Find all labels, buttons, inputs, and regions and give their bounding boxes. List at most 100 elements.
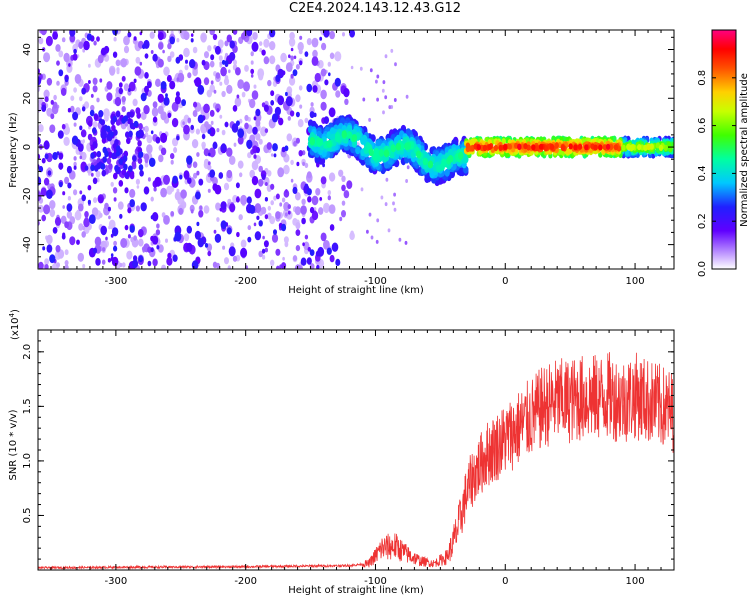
spectrogram-cell [214,45,221,55]
x-tick-label: 100 [626,576,645,587]
snr-multiplier: (x104) [8,309,21,340]
spectrogram-cell [213,229,217,234]
spectrogram-cell [311,37,319,48]
spectrogram-cell [319,197,323,201]
spectrogram-cell [355,146,361,155]
spectrogram-cell [309,249,315,256]
spectrogram-cell [255,108,261,117]
spectrogram-cell [323,204,330,214]
snr-ylabel: SNR (10 * v/v) [8,409,19,480]
spectrogram-cell [179,174,183,180]
spectrogram-cell [292,69,298,77]
spectrogram-cell [106,92,113,102]
spectrogram-cell [113,36,117,42]
spectrogram-cell [281,197,286,203]
spectrogram-cell [293,137,297,143]
spectrogram-cell [160,111,167,121]
spectrogram-cell [163,174,170,185]
spectrogram-cell [341,184,346,192]
y-tick-label: 0 [22,144,33,150]
spectrogram-cell [318,207,324,215]
spectrogram-cell [136,112,141,119]
spectrogram-cell [306,83,313,93]
spectrogram-cell [229,203,236,213]
spectrogram-cell [203,148,210,157]
spectrogram-cell [388,105,392,110]
spectrogram-cell [126,137,131,145]
snr-xlabel: Height of straight line (km) [288,585,424,596]
spectrogram-cell [366,229,369,234]
spectrogram-cell [427,160,434,169]
spectrogram-cell [38,261,44,269]
spectrogram-cell [110,256,114,262]
spectrogram-cell [143,153,150,161]
spectrogram-cell [247,236,252,243]
spectrogram-cell [64,76,69,83]
spectrogram-cell [167,42,172,50]
spectrogram-cell [286,133,293,142]
spectrogram-cell [176,77,180,82]
spectrogram-cell [281,223,287,232]
spectrogram-cell [261,248,266,254]
spectrogram-cell [123,83,130,92]
spectrogram-cell [87,120,93,127]
spectrogram-cell [297,119,304,128]
spectrogram-cell [182,121,185,126]
spectrogram-cell [186,155,193,165]
spectrogram-cell [304,51,309,57]
spectrogram-cell [257,68,265,79]
spectrogram-cell [83,101,90,109]
spectrogram-cell [405,179,408,183]
spectrogram-cell [390,144,396,153]
spectrogram-cell [384,95,388,100]
spectrogram-cell [387,228,391,233]
spectrogram-cell [328,172,336,182]
spectrogram-cell [137,140,142,147]
spectrogram-cell [114,96,122,107]
spectrogram-cell [138,151,144,158]
spectrogram-cell [289,31,295,40]
spectrogram-cell [283,236,289,244]
spectrogram-cell [304,117,309,124]
spectrogram-cell [183,31,190,41]
spectrogram-cell [212,183,218,191]
spectrogram-cell [285,62,293,72]
spectrogram-cell [196,170,200,176]
spectrogram-cell [290,159,294,165]
spectrogram-cell [300,205,307,215]
spectrogram-cell [214,233,222,243]
spectrogram-cell [224,75,229,81]
spectrogram-cell [393,98,397,102]
spectrogram-cell [219,114,223,119]
spectrogram-cell [228,69,231,74]
spectrogram-cell [162,49,165,54]
spectrogram-cell [240,194,248,206]
spectrogram-cell [139,170,144,177]
spectrogram-cell [157,244,164,253]
spectrogram-cell [52,227,58,234]
colorbar-tick-label: 0.8 [697,70,708,86]
spectrogram-cell [219,81,223,86]
spectrogram-cell [38,85,41,93]
spectrogram-cell [320,89,327,100]
spectrogram-cell [237,160,244,169]
spectrogram-cell [334,51,342,62]
spectrogram-cell [78,203,84,212]
spectrogram-cell [86,33,92,41]
spectrogram-cell [406,165,410,170]
spectrogram-cell [350,65,354,70]
spectrogram-cell [103,108,110,118]
spectrogram-cell [283,189,290,198]
spectrogram-cell [320,176,327,185]
spectrogram-cell [42,246,46,251]
spectrogram-cell [284,241,289,248]
spectrogram-cell [320,68,327,77]
spectrogram-cell [326,140,332,148]
spectrogram-cell [415,150,422,159]
spectrogram-cell [163,96,170,106]
spectrogram-cell [281,262,287,269]
spectrogram-cell [121,96,126,103]
spectrogram-cell [258,178,264,187]
spectrogram-cell [385,177,389,182]
spectrogram-cell [275,211,281,220]
